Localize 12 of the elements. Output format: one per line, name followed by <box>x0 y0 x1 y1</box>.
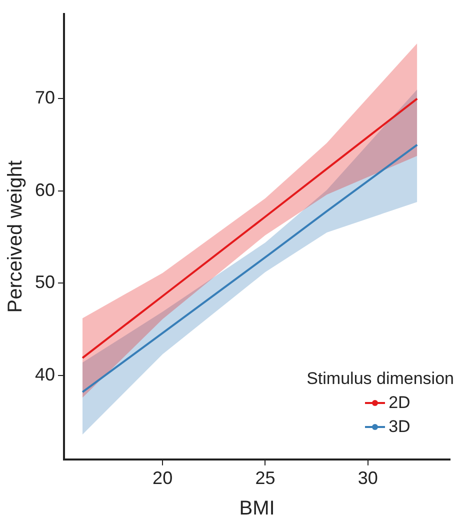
x-tick-label: 20 <box>152 468 173 488</box>
x-axis-title: BMI <box>239 498 275 520</box>
y-axis-title: Perceived weight <box>4 160 27 313</box>
y-tick-label: 60 <box>34 180 56 200</box>
y-tick-label: 40 <box>34 364 56 384</box>
legend-label: 2D <box>388 393 410 413</box>
y-tick-label: 50 <box>34 272 56 292</box>
y-tick-label: 70 <box>34 88 56 108</box>
legend-title: Stimulus dimension <box>306 369 454 389</box>
x-tick-label: 30 <box>358 468 378 488</box>
legend-label: 3D <box>388 417 410 437</box>
x-tick-label: 25 <box>255 468 276 488</box>
